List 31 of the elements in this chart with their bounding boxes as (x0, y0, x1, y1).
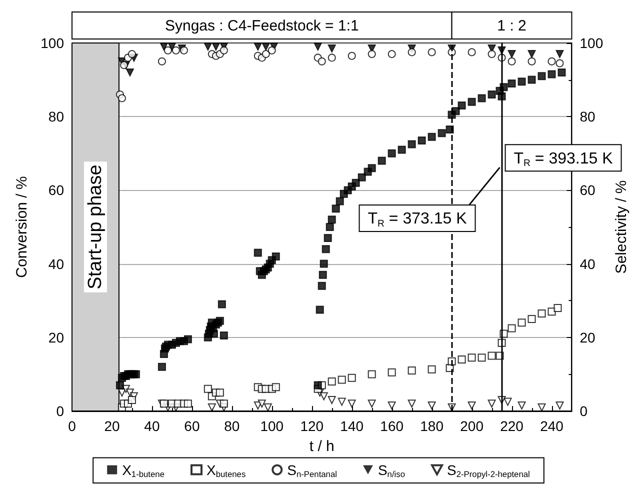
x-tick-label: 80 (224, 418, 240, 434)
y-tick-label: 80 (48, 108, 64, 125)
y-tick-label: 100 (40, 35, 64, 51)
y-tick-label: 40 (48, 256, 64, 272)
x-tick-label: 100 (260, 418, 284, 434)
y2-axis-title: Selectivity / % (613, 180, 630, 274)
text: Syngas : C4-Feedstock = 1:1 (164, 18, 359, 34)
x-tick-label: 20 (104, 418, 120, 434)
x-tick-label: 60 (184, 418, 200, 434)
y2-tick-label: 100 (580, 35, 604, 51)
y2-tick-label: 20 (580, 329, 596, 346)
x-tick-label: 180 (420, 418, 444, 434)
x-tick-label: 200 (460, 418, 484, 434)
band-label: Start-up phase (84, 164, 106, 290)
y-tick-label: 0 (56, 403, 64, 419)
y2-tick-label: 40 (580, 256, 596, 272)
y2-tick-label: 80 (580, 108, 596, 125)
x-tick-label: 120 (300, 418, 324, 434)
x-tick-label: 40 (144, 418, 160, 434)
y-axis-title: Conversion / % (14, 176, 31, 278)
x-tick-label: 160 (380, 418, 404, 434)
x-tick-label: 220 (500, 418, 524, 434)
y-tick-label: 20 (48, 329, 64, 346)
y2-tick-label: 0 (580, 403, 588, 419)
x-tick-label: 240 (540, 418, 564, 434)
text: 1 : 2 (497, 18, 526, 34)
x-tick-label: 0 (68, 418, 76, 434)
x-axis-title: t / h (309, 438, 334, 455)
y2-tick-label: 60 (580, 182, 596, 198)
x-tick-label: 140 (340, 418, 364, 434)
y-tick-label: 60 (48, 182, 64, 198)
